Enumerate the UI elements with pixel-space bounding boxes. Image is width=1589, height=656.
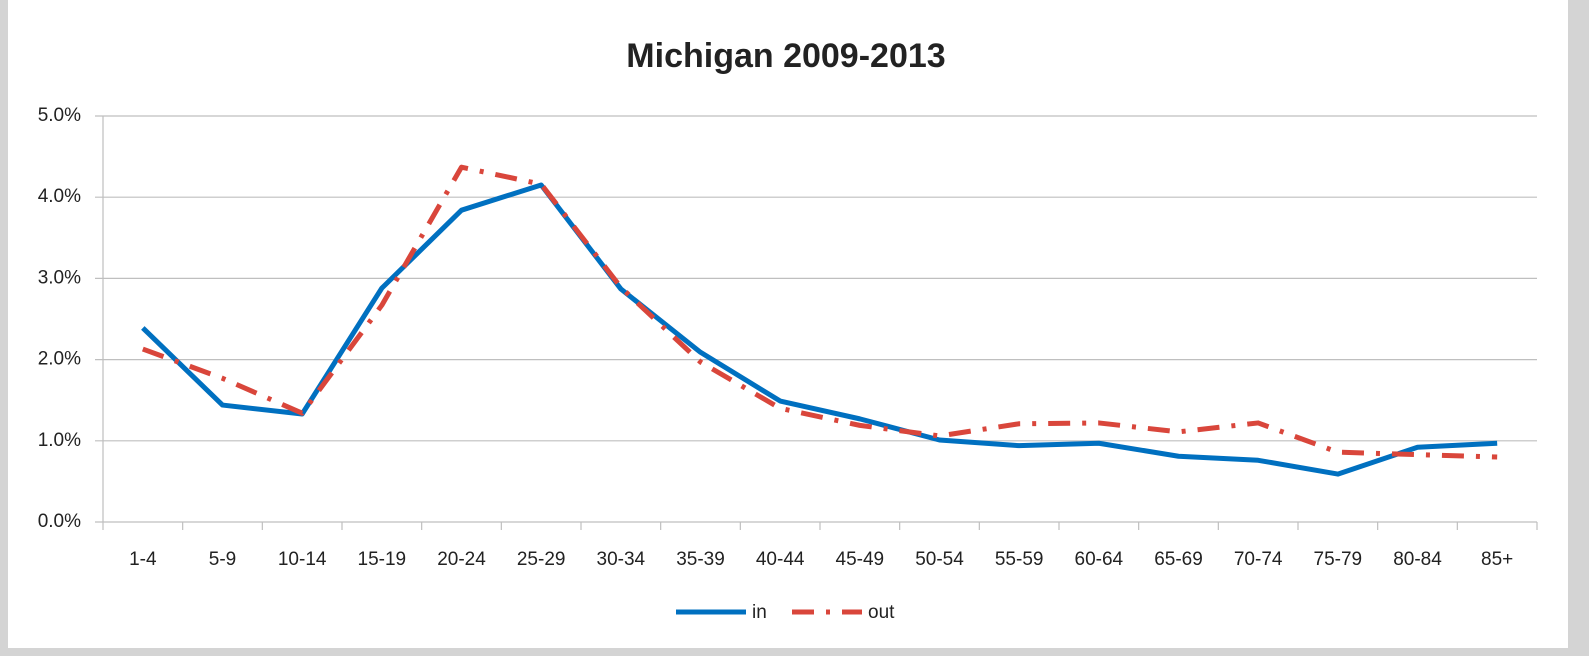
x-tick-label: 50-54 bbox=[915, 549, 964, 570]
legend-label: in bbox=[752, 602, 767, 623]
legend-label: out bbox=[868, 602, 895, 623]
y-tick-label: 5.0% bbox=[38, 105, 81, 126]
x-tick-label: 25-29 bbox=[517, 549, 566, 570]
x-tick-label: 1-4 bbox=[129, 549, 157, 570]
x-tick-label: 70-74 bbox=[1234, 549, 1283, 570]
x-tick-label: 20-24 bbox=[437, 549, 486, 570]
x-tick-label: 75-79 bbox=[1314, 549, 1363, 570]
x-tick-label: 65-69 bbox=[1154, 549, 1203, 570]
y-tick-label: 3.0% bbox=[38, 267, 81, 288]
y-tick-label: 4.0% bbox=[38, 186, 81, 207]
x-tick-label: 30-34 bbox=[597, 549, 646, 570]
y-tick-label: 1.0% bbox=[38, 430, 81, 451]
chart-area bbox=[8, 0, 1568, 648]
x-tick-label: 60-64 bbox=[1075, 549, 1124, 570]
x-tick-label: 45-49 bbox=[836, 549, 885, 570]
y-tick-label: 2.0% bbox=[38, 349, 81, 370]
x-tick-label: 10-14 bbox=[278, 549, 327, 570]
x-tick-label: 55-59 bbox=[995, 549, 1044, 570]
x-tick-label: 35-39 bbox=[676, 549, 725, 570]
series-line bbox=[141, 182, 1498, 477]
x-tick-label: 5-9 bbox=[209, 549, 236, 570]
x-tick-label: 80-84 bbox=[1393, 549, 1442, 570]
x-tick-label: 85+ bbox=[1481, 549, 1513, 570]
chart-title: Michigan 2009-2013 bbox=[626, 37, 945, 75]
x-tick-label: 40-44 bbox=[756, 549, 805, 570]
series-line bbox=[141, 164, 1498, 460]
x-tick-label: 15-19 bbox=[358, 549, 407, 570]
y-tick-label: 0.0% bbox=[38, 511, 81, 532]
